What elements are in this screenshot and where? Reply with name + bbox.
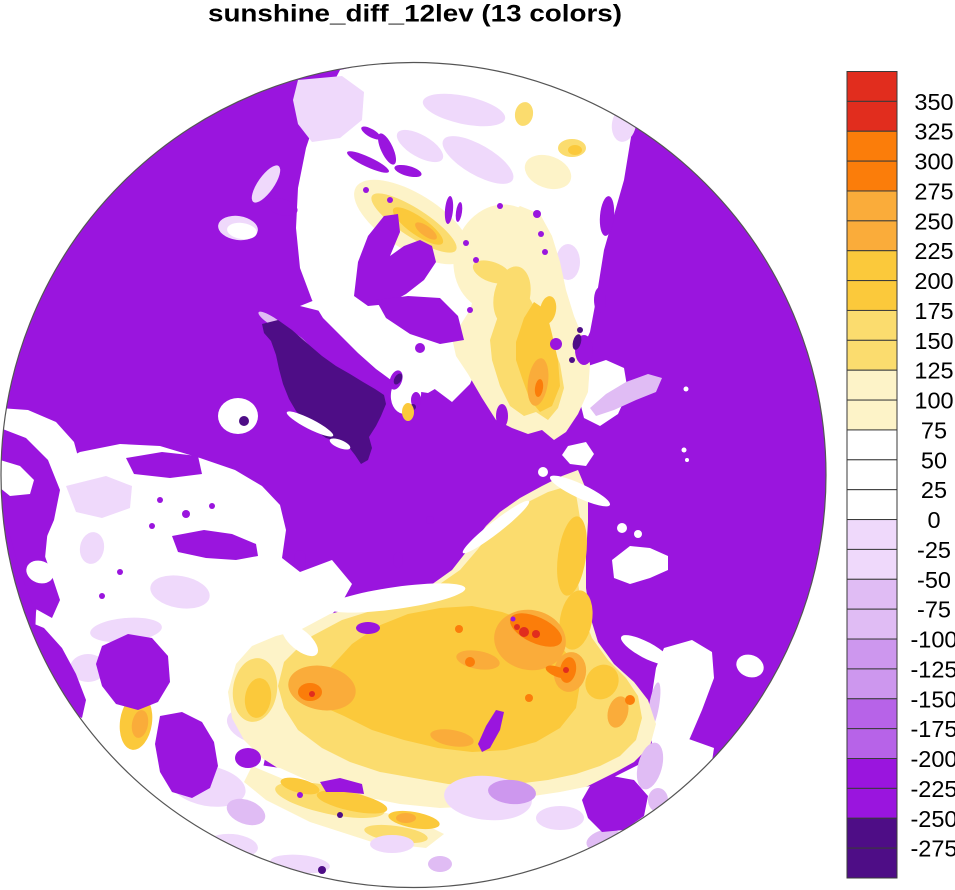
svg-text:-225: -225 xyxy=(910,776,955,802)
svg-text:300: 300 xyxy=(914,149,953,175)
svg-text:325: 325 xyxy=(914,119,953,145)
svg-text:-25: -25 xyxy=(917,537,951,563)
svg-text:150: 150 xyxy=(914,328,953,354)
svg-text:-75: -75 xyxy=(917,597,951,623)
svg-text:-275: -275 xyxy=(910,836,955,862)
svg-text:175: 175 xyxy=(914,298,953,324)
svg-text:-150: -150 xyxy=(910,686,955,712)
svg-text:75: 75 xyxy=(921,417,947,443)
svg-text:-100: -100 xyxy=(910,627,955,653)
svg-text:100: 100 xyxy=(914,388,953,414)
svg-text:350: 350 xyxy=(914,89,953,115)
svg-text:125: 125 xyxy=(914,358,953,384)
svg-text:-200: -200 xyxy=(910,746,955,772)
svg-text:250: 250 xyxy=(914,208,953,234)
svg-text:0: 0 xyxy=(927,507,940,533)
svg-text:-250: -250 xyxy=(910,806,955,832)
svg-text:25: 25 xyxy=(921,477,947,503)
svg-text:50: 50 xyxy=(921,447,947,473)
svg-text:-50: -50 xyxy=(917,567,951,593)
svg-text:sunshine_diff_12lev (13 colors: sunshine_diff_12lev (13 colors) xyxy=(208,1,622,28)
svg-text:-175: -175 xyxy=(910,716,955,742)
svg-text:275: 275 xyxy=(914,179,953,205)
svg-text:200: 200 xyxy=(914,268,953,294)
svg-text:225: 225 xyxy=(914,238,953,264)
svg-text:-125: -125 xyxy=(910,656,955,682)
